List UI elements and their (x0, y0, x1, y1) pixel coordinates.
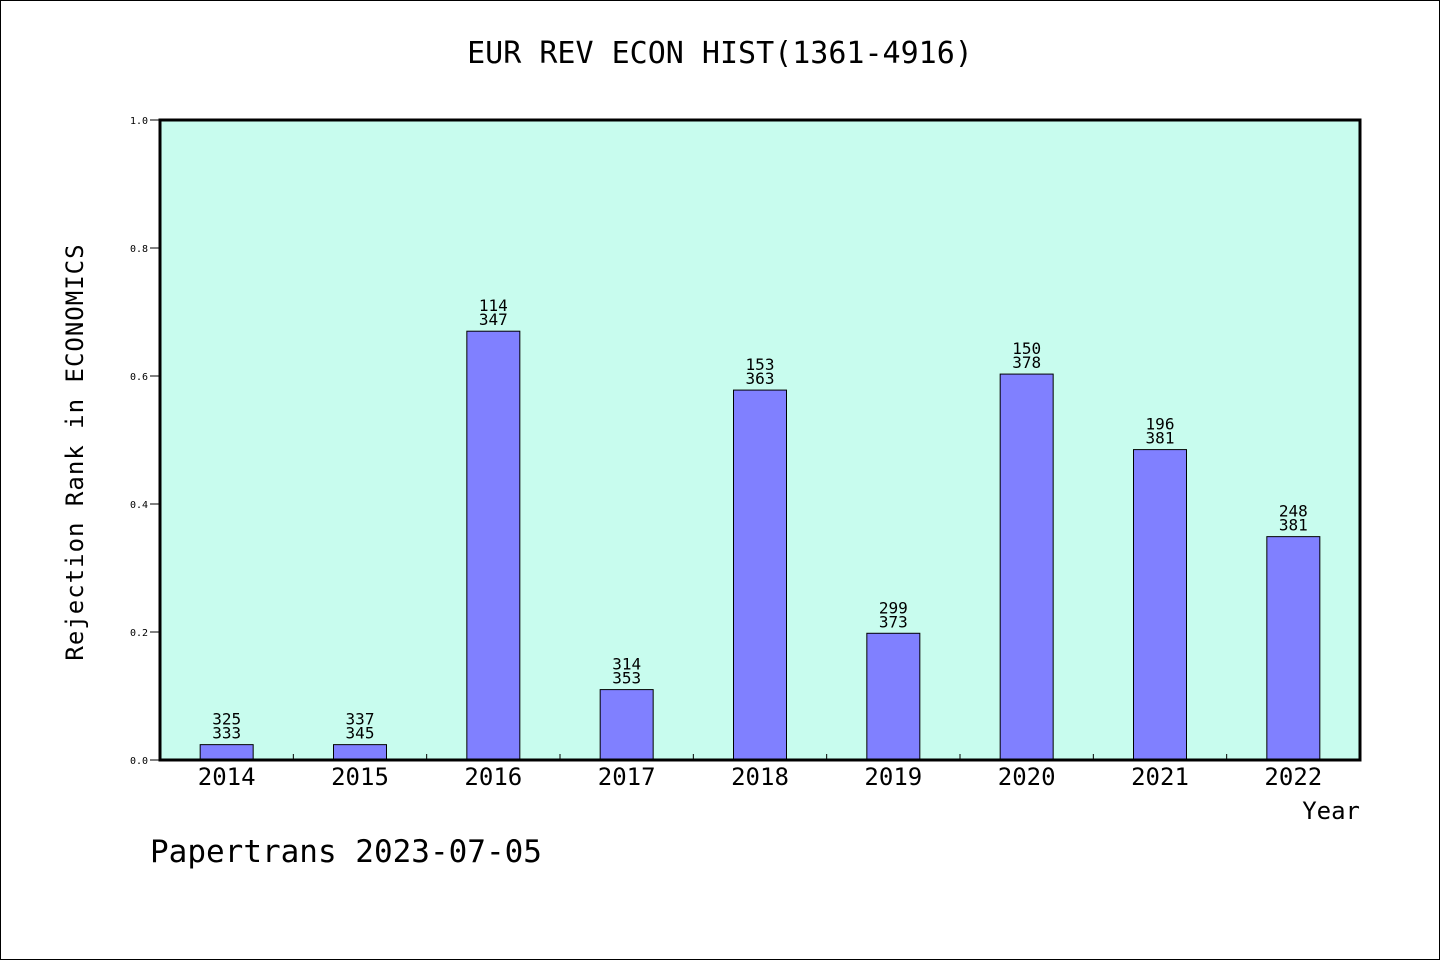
x-tick-label: 2015 (331, 763, 389, 791)
bar (1133, 449, 1187, 761)
y-tick-label: 0.2 (130, 628, 148, 639)
bar-series: 3253333373451143473143531533632993731503… (199, 296, 1321, 761)
bar (999, 373, 1054, 761)
bar-label-top: 314 (612, 655, 641, 674)
bar (866, 632, 921, 761)
x-tick-label: 2017 (598, 763, 656, 791)
plot-border (158, 118, 1362, 762)
x-tick-label: 2018 (731, 763, 789, 791)
bar-label-top: 248 (1279, 502, 1308, 521)
x-tick-label: 2019 (864, 763, 922, 791)
bar-label-bottom: 373 (879, 612, 908, 631)
bar (733, 389, 787, 761)
footer-credit: Papertrans 2023-07-05 (150, 834, 542, 870)
x-axis: 2014 2015 2016 2017 2018 2019 2020 2021 2022 (198, 754, 1322, 791)
bar-label-bottom: 381 (1279, 516, 1308, 535)
bar-label-bottom: 353 (612, 669, 641, 688)
bar (466, 330, 521, 761)
bar (333, 744, 387, 761)
x-tick-label: 2016 (464, 763, 522, 791)
y-tick-label: 0.0 (130, 756, 148, 767)
bar-label-bottom: 378 (1012, 353, 1041, 372)
bar-label-top: 299 (879, 598, 908, 617)
bar-label-top: 153 (746, 355, 775, 374)
y-tick-label: 1.0 (130, 116, 148, 127)
x-tick-label: 2021 (1131, 763, 1189, 791)
bar-label-bottom: 345 (346, 724, 375, 743)
x-tick-label: 2014 (198, 763, 256, 791)
bar-label-top: 196 (1146, 415, 1175, 434)
x-axis-label: Year (1302, 797, 1360, 825)
bar-label-top: 114 (479, 296, 508, 315)
y-tick-label: 0.6 (130, 372, 148, 383)
bar (599, 689, 654, 761)
chart-title: EUR REV ECON HIST(1361-4916) (467, 36, 973, 71)
bar-label-top: 150 (1012, 339, 1041, 358)
bar-label-bottom: 363 (746, 369, 775, 388)
bar-label-bottom: 347 (479, 310, 508, 329)
x-tick-label: 2020 (998, 763, 1056, 791)
bar-label-top: 325 (212, 710, 241, 729)
bar-label-bottom: 381 (1146, 429, 1175, 448)
y-tick-label: 0.8 (130, 244, 148, 255)
bar-label-top: 337 (346, 710, 375, 729)
y-tick-label: 0.4 (130, 500, 148, 511)
x-tick-label: 2022 (1264, 763, 1322, 791)
y-axis: 0.0 0.2 0.4 0.6 0.8 1.0 (130, 116, 160, 767)
bar (1266, 536, 1321, 761)
bar (199, 744, 254, 761)
bar-label-bottom: 333 (212, 724, 241, 743)
